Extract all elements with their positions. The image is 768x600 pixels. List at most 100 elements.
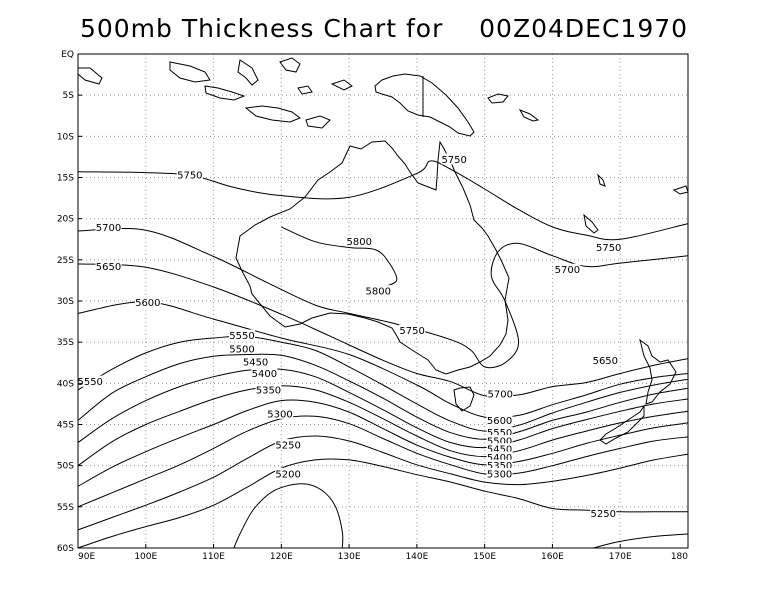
lon-tick-label: 120E: [270, 552, 293, 562]
lat-tick-label: 60S: [57, 544, 74, 554]
contour-label-bg: [595, 241, 622, 253]
contour-5800: [281, 226, 398, 288]
contour-label-bg: [77, 375, 104, 387]
lon-tick-label: 130E: [338, 552, 361, 562]
lat-tick-label: 20S: [57, 215, 74, 225]
solomon-islands-coastline: [518, 109, 540, 122]
contour-label-bg: [486, 443, 513, 455]
lon-tick-label: 140E: [405, 552, 428, 562]
nz-north-island-coastline: [639, 338, 677, 405]
contour-label-bg: [399, 324, 426, 336]
contour-label-bg: [255, 383, 282, 395]
contour-label-bg: [242, 355, 269, 367]
lon-tick-label: 90E: [78, 552, 95, 562]
contour-label: 5650: [593, 356, 618, 367]
contour-5750: [77, 160, 689, 241]
lon-tick-label: 160E: [541, 552, 564, 562]
contour-5250: [77, 458, 688, 549]
contour-5350: [77, 415, 689, 508]
borneo-coastline: [169, 61, 211, 83]
contour-label: 5750: [177, 171, 202, 182]
contour-label-bg: [134, 296, 161, 308]
lat-tick-label: 30S: [57, 297, 74, 307]
contour-5200: [592, 533, 689, 549]
lesser-sunda-coastline: [244, 105, 302, 123]
lat-tick-label: EQ: [61, 50, 74, 60]
contour-5700: [77, 263, 689, 398]
contour-label-bg: [266, 407, 293, 419]
contour-5550: [77, 353, 689, 440]
new-guinea-coastline: [374, 73, 475, 137]
contour-label: 5450: [487, 445, 512, 456]
fiji-coastline: [672, 185, 689, 195]
lat-tick-label: 35S: [57, 338, 74, 348]
contour-label: 5600: [135, 298, 160, 309]
contour-label: 5700: [488, 390, 513, 401]
contour-label: 5600: [487, 416, 512, 427]
contour-label: 5700: [555, 265, 580, 276]
sumatra-coastline: [77, 67, 103, 85]
contour-label-bg: [486, 414, 513, 426]
contour-5450: [77, 385, 689, 467]
java-coastline: [204, 85, 246, 101]
contour-label-bg: [486, 434, 513, 446]
contour-lines: [77, 160, 689, 549]
lat-tick-label: 55S: [57, 503, 74, 513]
contour-label: 5200: [275, 469, 300, 480]
maluku-coastline: [279, 57, 301, 73]
contour-5400: [77, 399, 689, 487]
chart-title: 500mb Thickness Chart for 00Z04DEC1970: [79, 14, 689, 43]
tasmania-coastline: [453, 386, 475, 412]
australia-coastline: [235, 140, 510, 375]
contour-label: 5550: [487, 428, 512, 439]
lat-tick-label: 25S: [57, 256, 74, 266]
contour-label: 5550: [77, 377, 102, 388]
lat-tick-label: 5S: [63, 91, 75, 101]
lat-tick-label: 50S: [57, 462, 74, 472]
contour-label-bg: [229, 342, 256, 354]
contour-label: 5750: [596, 243, 621, 254]
contour-label-bg: [251, 367, 278, 379]
contour-label-bg: [441, 153, 468, 165]
seram-coastline: [297, 85, 313, 95]
contour-label: 5350: [487, 461, 512, 472]
contour-label: 5250: [591, 509, 616, 520]
contour-label: 5550: [229, 331, 254, 342]
contour-label-bg: [275, 467, 302, 479]
contour-label: 5500: [487, 436, 512, 447]
contour-5750: [77, 227, 689, 369]
contour-5500: [77, 368, 689, 449]
contour-5200: [233, 483, 344, 549]
coastlines: [77, 57, 689, 445]
contour-label-bg: [486, 459, 513, 471]
lon-tick-label: 180: [671, 552, 688, 562]
contour-label-bg: [487, 388, 514, 400]
lon-tick-label: 150E: [473, 552, 496, 562]
lon-tick-label: 100E: [134, 552, 157, 562]
lat-tick-label: 40S: [57, 379, 74, 389]
contour-5600: [77, 335, 689, 432]
contour-labels: 5750 5750 5750 5750 5800 5800 5700 5700 5700 5650…: [77, 153, 622, 520]
lat-tick-label: 10S: [57, 132, 74, 142]
contour-label: 5350: [256, 385, 281, 396]
new-britain-coastline: [487, 93, 509, 104]
contour-label-bg: [592, 354, 619, 366]
contour-label: 5700: [96, 223, 121, 234]
contour-label: 5650: [96, 262, 121, 273]
contour-label-bg: [275, 439, 302, 451]
contour-label-bg: [486, 467, 513, 479]
contour-label-bg: [95, 260, 122, 272]
contour-label: 5800: [347, 237, 372, 248]
lon-tick-label: 110E: [202, 552, 225, 562]
timor-coastline: [305, 115, 331, 129]
vanuatu-coastline: [597, 173, 606, 187]
contour-label-bg: [486, 451, 513, 463]
contour-label: 5400: [487, 453, 512, 464]
contour-label: 5750: [399, 326, 424, 337]
contour-label-bg: [365, 285, 392, 297]
lon-tick-label: 170E: [609, 552, 632, 562]
contour-label-bg: [486, 426, 513, 438]
contour-5300: [77, 435, 689, 531]
contour-label-bg: [176, 169, 203, 181]
